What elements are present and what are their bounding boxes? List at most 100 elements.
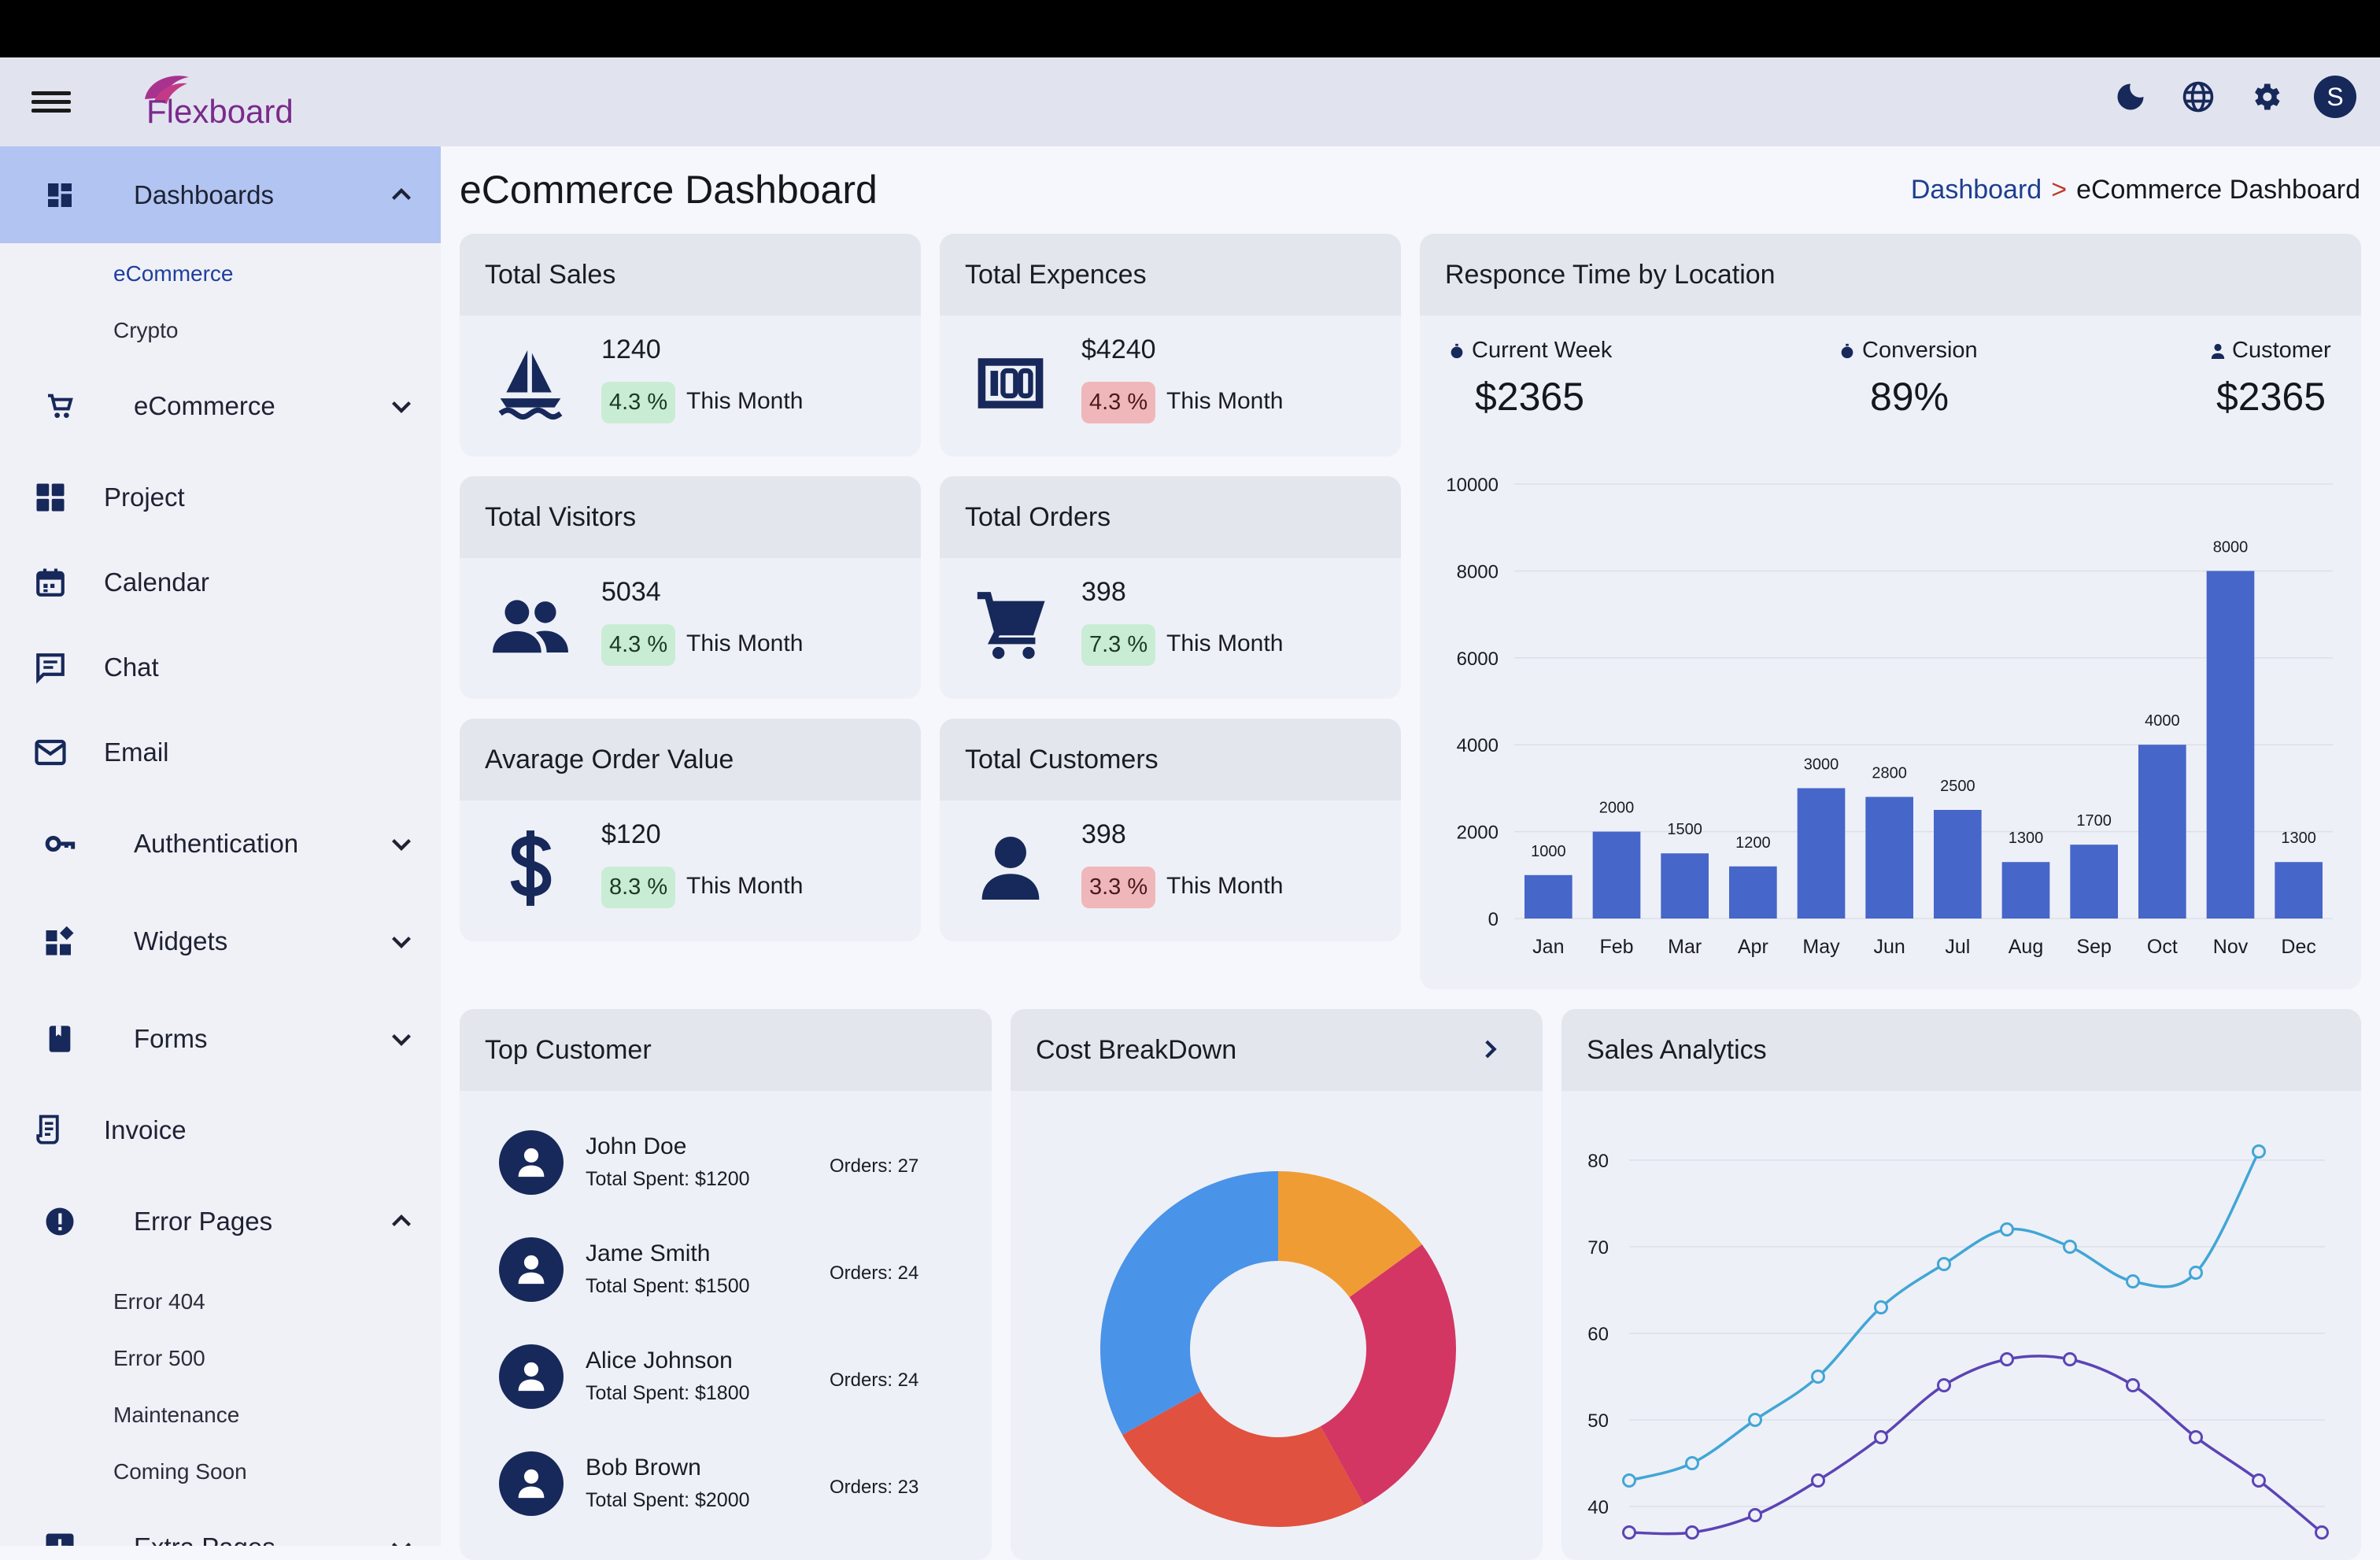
sidebar-subitem-coming-soon[interactable]: Coming Soon <box>113 1459 247 1484</box>
sidebar-item-error-pages[interactable]: Error Pages <box>0 1182 441 1261</box>
sidebar-item-extra-pages[interactable]: Extra Pages <box>0 1508 441 1546</box>
flexboard-logo[interactable]: Flexboard <box>140 69 313 140</box>
top-customer-card: Top Customer John Doe Total Spent: $1200… <box>460 1009 992 1560</box>
customer-spent: Total Spent: $2000 <box>586 1489 750 1511</box>
card-title: Total Expences <box>940 234 1401 316</box>
customer-avatar-icon <box>499 1237 564 1302</box>
extra-pages-icon <box>41 1529 79 1546</box>
stopwatch-icon <box>1841 343 1853 358</box>
app-bar <box>0 57 2380 146</box>
stat-period: This Month <box>686 873 804 899</box>
customer-avatar-icon <box>499 1451 564 1516</box>
menu-toggle-button[interactable] <box>31 87 71 118</box>
bar-data-label: 2000 <box>1599 800 1635 817</box>
bar <box>1865 797 1913 919</box>
breadcrumb-separator: > <box>2051 175 2068 205</box>
stat-change-badge: 4.3 % <box>601 382 676 423</box>
customer-avatar-icon <box>499 1344 564 1409</box>
sidebar-subitem-error-500[interactable]: Error 500 <box>113 1346 205 1370</box>
y-tick-label: 70 <box>1587 1237 1609 1259</box>
monthly-bar-chart: 0 2000 4000 6000 8000 10000 1000 Jan 2000 Feb 1500… <box>1446 475 2333 958</box>
bar-data-label: 1000 <box>1531 843 1566 860</box>
customer-row[interactable]: Jame Smith Total Spent: $1500 Orders: 24 <box>499 1229 940 1308</box>
grid-icon <box>31 479 69 516</box>
sidebar-item-invoice[interactable]: Invoice <box>0 1091 441 1170</box>
stat-change-badge: 4.3 % <box>1081 382 1156 423</box>
metric-label-text: Customer <box>2232 338 2331 363</box>
key-icon <box>41 825 79 863</box>
chevron-up-icon <box>386 1206 417 1237</box>
series-point <box>2126 1274 2140 1288</box>
bar <box>1661 853 1709 919</box>
customer-row[interactable]: John Doe Total Spent: $1200 Orders: 27 <box>499 1122 940 1201</box>
series-point <box>2252 1144 2266 1159</box>
stat-period: This Month <box>1166 388 1284 414</box>
customer-name: Alice Johnson <box>586 1347 733 1373</box>
bar-data-label: 1700 <box>2076 812 2112 830</box>
stat-change-badge: 8.3 % <box>601 867 676 908</box>
bar-data-label: 2800 <box>1872 764 1907 782</box>
sidebar-item-label: Extra Pages <box>134 1532 275 1546</box>
money-icon <box>971 344 1050 423</box>
metric-label-current-week: Current Week <box>1448 338 1612 364</box>
customer-orders: Orders: 27 <box>830 1155 919 1177</box>
user-avatar[interactable]: S <box>2314 76 2356 118</box>
sidebar-item-forms[interactable]: Forms <box>0 1000 441 1078</box>
sidebar-item-calendar[interactable]: Calendar <box>0 543 441 622</box>
sidebar-subitem-error-404[interactable]: Error 404 <box>113 1289 205 1314</box>
metric-label-conversion: Conversion <box>1839 338 1978 364</box>
screen-top-bar <box>0 0 2380 57</box>
language-globe-icon[interactable] <box>2179 77 2218 116</box>
x-tick-label: Aug <box>2009 936 2043 958</box>
sidebar-item-widgets[interactable]: Widgets <box>0 902 441 981</box>
sidebar-item-dashboards[interactable]: Dashboards <box>0 146 441 243</box>
stat-period: This Month <box>686 388 804 414</box>
donut-slice <box>1278 1171 1422 1298</box>
series-point <box>1874 1300 1888 1314</box>
sidebar-item-authentication[interactable]: Authentication <box>0 804 441 883</box>
customer-name: John Doe <box>586 1133 687 1159</box>
series-point <box>2000 1352 2014 1366</box>
bar <box>2138 745 2186 919</box>
card-title: Top Customer <box>460 1009 992 1091</box>
card-title: Total Customers <box>940 719 1401 800</box>
sidebar-subitem-ecommerce[interactable]: eCommerce <box>113 261 234 286</box>
stat-card-total-orders: Total Orders 398 7.3 % This Month <box>940 476 1401 699</box>
logo-text: Flexboard <box>146 93 294 130</box>
stat-period: This Month <box>1166 630 1284 656</box>
series-point <box>1622 1473 1636 1488</box>
bar <box>1934 810 1982 919</box>
sidebar-subitem-maintenance[interactable]: Maintenance <box>113 1403 240 1427</box>
chevron-right-icon[interactable] <box>1476 1036 1503 1070</box>
sidebar-item-ecommerce[interactable]: eCommerce <box>0 367 441 445</box>
sidebar-subitem-crypto[interactable]: Crypto <box>113 318 179 342</box>
bar <box>2275 862 2323 919</box>
stat-value: 1240 <box>601 335 661 364</box>
top-icons: S <box>2111 76 2356 118</box>
sidebar-item-chat[interactable]: Chat <box>0 628 441 707</box>
settings-gear-icon[interactable] <box>2246 77 2286 116</box>
customer-row[interactable]: Bob Brown Total Spent: $2000 Orders: 23 <box>499 1444 940 1522</box>
sidebar-item-label: Chat <box>104 652 159 682</box>
widgets-icon <box>41 922 79 960</box>
stat-period: This Month <box>686 630 804 656</box>
sidebar-item-project[interactable]: Project <box>0 458 441 537</box>
stat-value: $120 <box>601 819 661 849</box>
stat-change-badge: 4.3 % <box>601 624 676 666</box>
metric-label-text: Conversion <box>1862 338 1978 363</box>
dark-mode-moon-icon[interactable] <box>2111 77 2150 116</box>
email-icon <box>31 734 69 771</box>
series-point <box>2000 1222 2014 1237</box>
customer-row[interactable]: Alice Johnson Total Spent: $1800 Orders:… <box>499 1336 940 1415</box>
series-point <box>2315 1525 2329 1540</box>
series-point <box>1748 1413 1762 1427</box>
series-point <box>2063 1240 2077 1254</box>
series-point <box>1937 1378 1951 1392</box>
breadcrumb-link-dashboard[interactable]: Dashboard <box>1910 175 2042 205</box>
bar-data-label: 1200 <box>1735 834 1771 852</box>
customer-name: Bob Brown <box>586 1455 701 1481</box>
sidebar-item-email[interactable]: Email <box>0 713 441 792</box>
customer-name: Jame Smith <box>586 1240 711 1266</box>
breadcrumb-current: eCommerce Dashboard <box>2076 175 2360 205</box>
metric-value-customer: $2365 <box>2216 375 2326 419</box>
